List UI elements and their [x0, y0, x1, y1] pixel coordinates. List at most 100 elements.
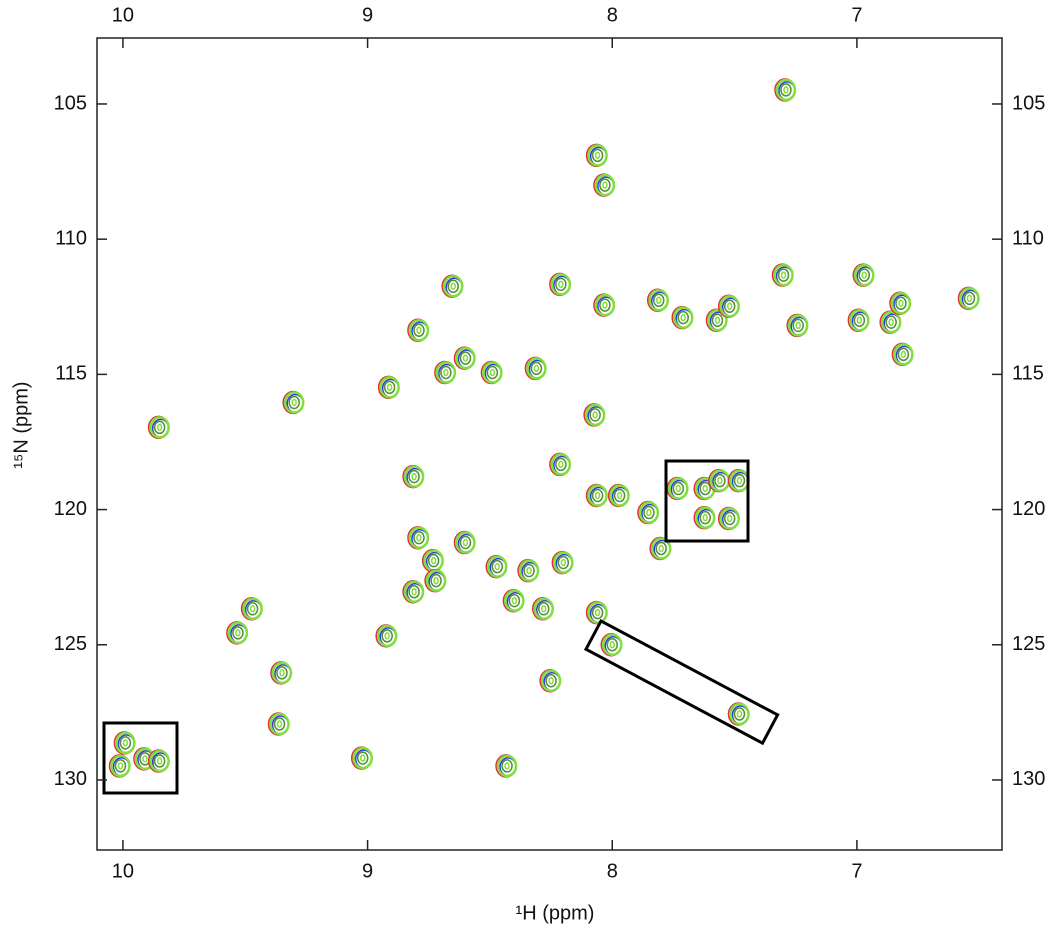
peak	[852, 263, 875, 287]
peak	[350, 746, 373, 770]
peak-contour	[447, 279, 459, 293]
peak-contour	[115, 731, 136, 755]
peak-contour	[487, 555, 508, 578]
peak	[583, 403, 606, 427]
peak	[708, 468, 731, 493]
peak-contour	[356, 751, 369, 765]
peak	[424, 568, 447, 593]
peak-contour	[508, 593, 521, 608]
peak-contour	[134, 747, 156, 771]
peak	[717, 294, 740, 318]
peak	[693, 505, 716, 530]
peak-contour	[599, 178, 611, 192]
x-tick-label: 9	[362, 860, 373, 882]
peak	[549, 452, 572, 477]
peak-contour	[555, 277, 567, 292]
y-tick-label: 115	[55, 363, 87, 385]
peak-contour	[602, 633, 623, 657]
peaks	[108, 78, 980, 778]
peak-contour	[408, 526, 430, 549]
peak	[585, 483, 608, 508]
peak-contour	[430, 556, 437, 565]
peak-contour	[416, 533, 422, 542]
peak-contour	[616, 491, 623, 500]
peak-contour	[533, 597, 555, 621]
peak-contour	[723, 299, 736, 313]
peak	[377, 375, 400, 400]
peak	[879, 310, 902, 334]
peak-contour	[379, 376, 400, 399]
peak-contour	[602, 301, 608, 309]
peak-contour	[787, 314, 809, 337]
peak-contour	[558, 460, 564, 469]
peak-contour	[283, 391, 305, 414]
peak-contour	[276, 720, 283, 728]
peak-contour	[643, 505, 655, 520]
peak	[593, 173, 616, 197]
peak-contour	[652, 293, 665, 308]
peak-contour	[606, 638, 619, 652]
peak-contour	[291, 398, 297, 407]
peak	[891, 342, 914, 367]
peak	[402, 580, 425, 604]
x-tick-label: 9	[362, 4, 373, 26]
peak-contour	[273, 717, 286, 731]
peak-contour	[780, 271, 787, 279]
peak-contour	[435, 361, 457, 384]
peak-contour	[550, 273, 572, 296]
peak-contour	[518, 559, 540, 582]
peak-contour	[780, 83, 792, 97]
peak-contour	[403, 465, 425, 488]
peak	[607, 483, 630, 508]
peak-contour	[271, 661, 293, 685]
peak-contour	[591, 148, 604, 163]
peak-contour	[489, 368, 496, 377]
peak	[649, 536, 672, 561]
peak-contour	[885, 315, 897, 329]
peak-contour	[153, 754, 166, 768]
peak	[705, 308, 728, 333]
peak-contour	[792, 318, 804, 333]
peak-contour	[775, 78, 797, 102]
peak-contour	[433, 576, 439, 585]
peak	[375, 624, 398, 648]
peak	[957, 286, 980, 311]
peak-contour	[672, 481, 685, 496]
peak-contour	[269, 712, 290, 736]
peak	[502, 588, 525, 613]
peak	[666, 476, 689, 501]
peak-contour	[856, 316, 863, 325]
peak-contour	[849, 309, 870, 332]
y-tick-label: 105	[1012, 92, 1045, 114]
peak	[113, 731, 136, 755]
peak	[407, 525, 430, 550]
x-tick-label: 7	[851, 860, 862, 882]
peak-contour	[110, 754, 131, 778]
peak-contour	[736, 476, 743, 485]
y-tick-label: 120	[54, 498, 87, 520]
peak-contour	[117, 762, 124, 770]
peak-contour	[548, 676, 554, 685]
peak-contour	[594, 151, 601, 160]
peak-contour	[430, 573, 442, 588]
peak-contour	[783, 86, 789, 94]
peak-contour	[411, 472, 417, 481]
peak-contour	[717, 476, 723, 485]
peak-contour	[591, 605, 604, 620]
peak-contour	[880, 310, 902, 334]
peak-contour	[594, 293, 616, 317]
x-tick-label: 8	[607, 4, 618, 26]
x-tick-label: 10	[112, 4, 134, 26]
peak-contour	[726, 302, 733, 310]
peak-contour	[638, 501, 660, 524]
peak-contour	[288, 395, 300, 410]
peak-contour	[550, 453, 572, 476]
y-tick-label: 125	[1012, 633, 1045, 655]
plot-frame	[96, 37, 1003, 851]
highlight-box	[583, 618, 780, 746]
peak-contour	[773, 263, 794, 287]
peak-contour	[897, 347, 910, 362]
peak-contour	[555, 457, 567, 472]
peak-contour	[584, 403, 606, 427]
peak	[267, 712, 290, 736]
